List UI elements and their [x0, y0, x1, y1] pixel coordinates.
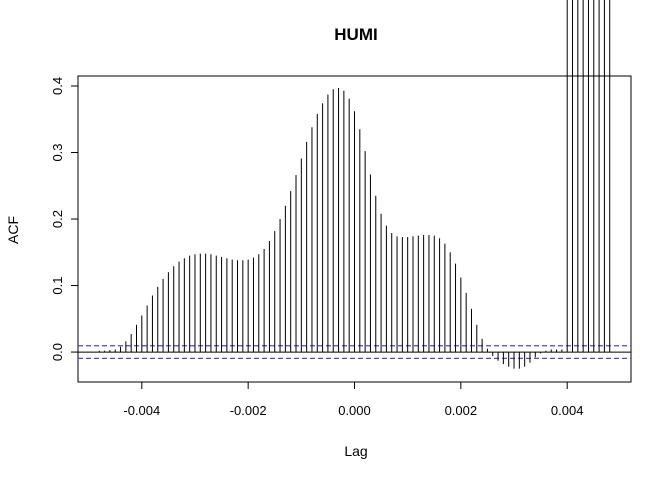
x-axis: -0.004 -0.002 0.000 0.002 0.004 — [123, 382, 583, 418]
y-tick-label: 0.4 — [50, 77, 65, 95]
x-tick-label: 0.004 — [551, 403, 584, 418]
x-tick-label: 0.002 — [445, 403, 478, 418]
chart-title: HUMI — [334, 25, 377, 44]
y-tick-label: 0.3 — [50, 143, 65, 161]
acf-spikes — [98, 0, 611, 369]
x-tick-label: 0.000 — [338, 403, 371, 418]
y-tick-label: 0.0 — [50, 343, 65, 361]
x-tick-label: -0.002 — [230, 403, 267, 418]
y-axis-label: ACF — [5, 216, 21, 244]
x-axis-label: Lag — [344, 443, 367, 459]
x-tick-label: -0.004 — [123, 403, 160, 418]
y-tick-label: 0.2 — [50, 210, 65, 228]
y-axis: 0.0 0.1 0.2 0.3 0.4 — [50, 77, 78, 361]
y-tick-label: 0.1 — [50, 277, 65, 295]
